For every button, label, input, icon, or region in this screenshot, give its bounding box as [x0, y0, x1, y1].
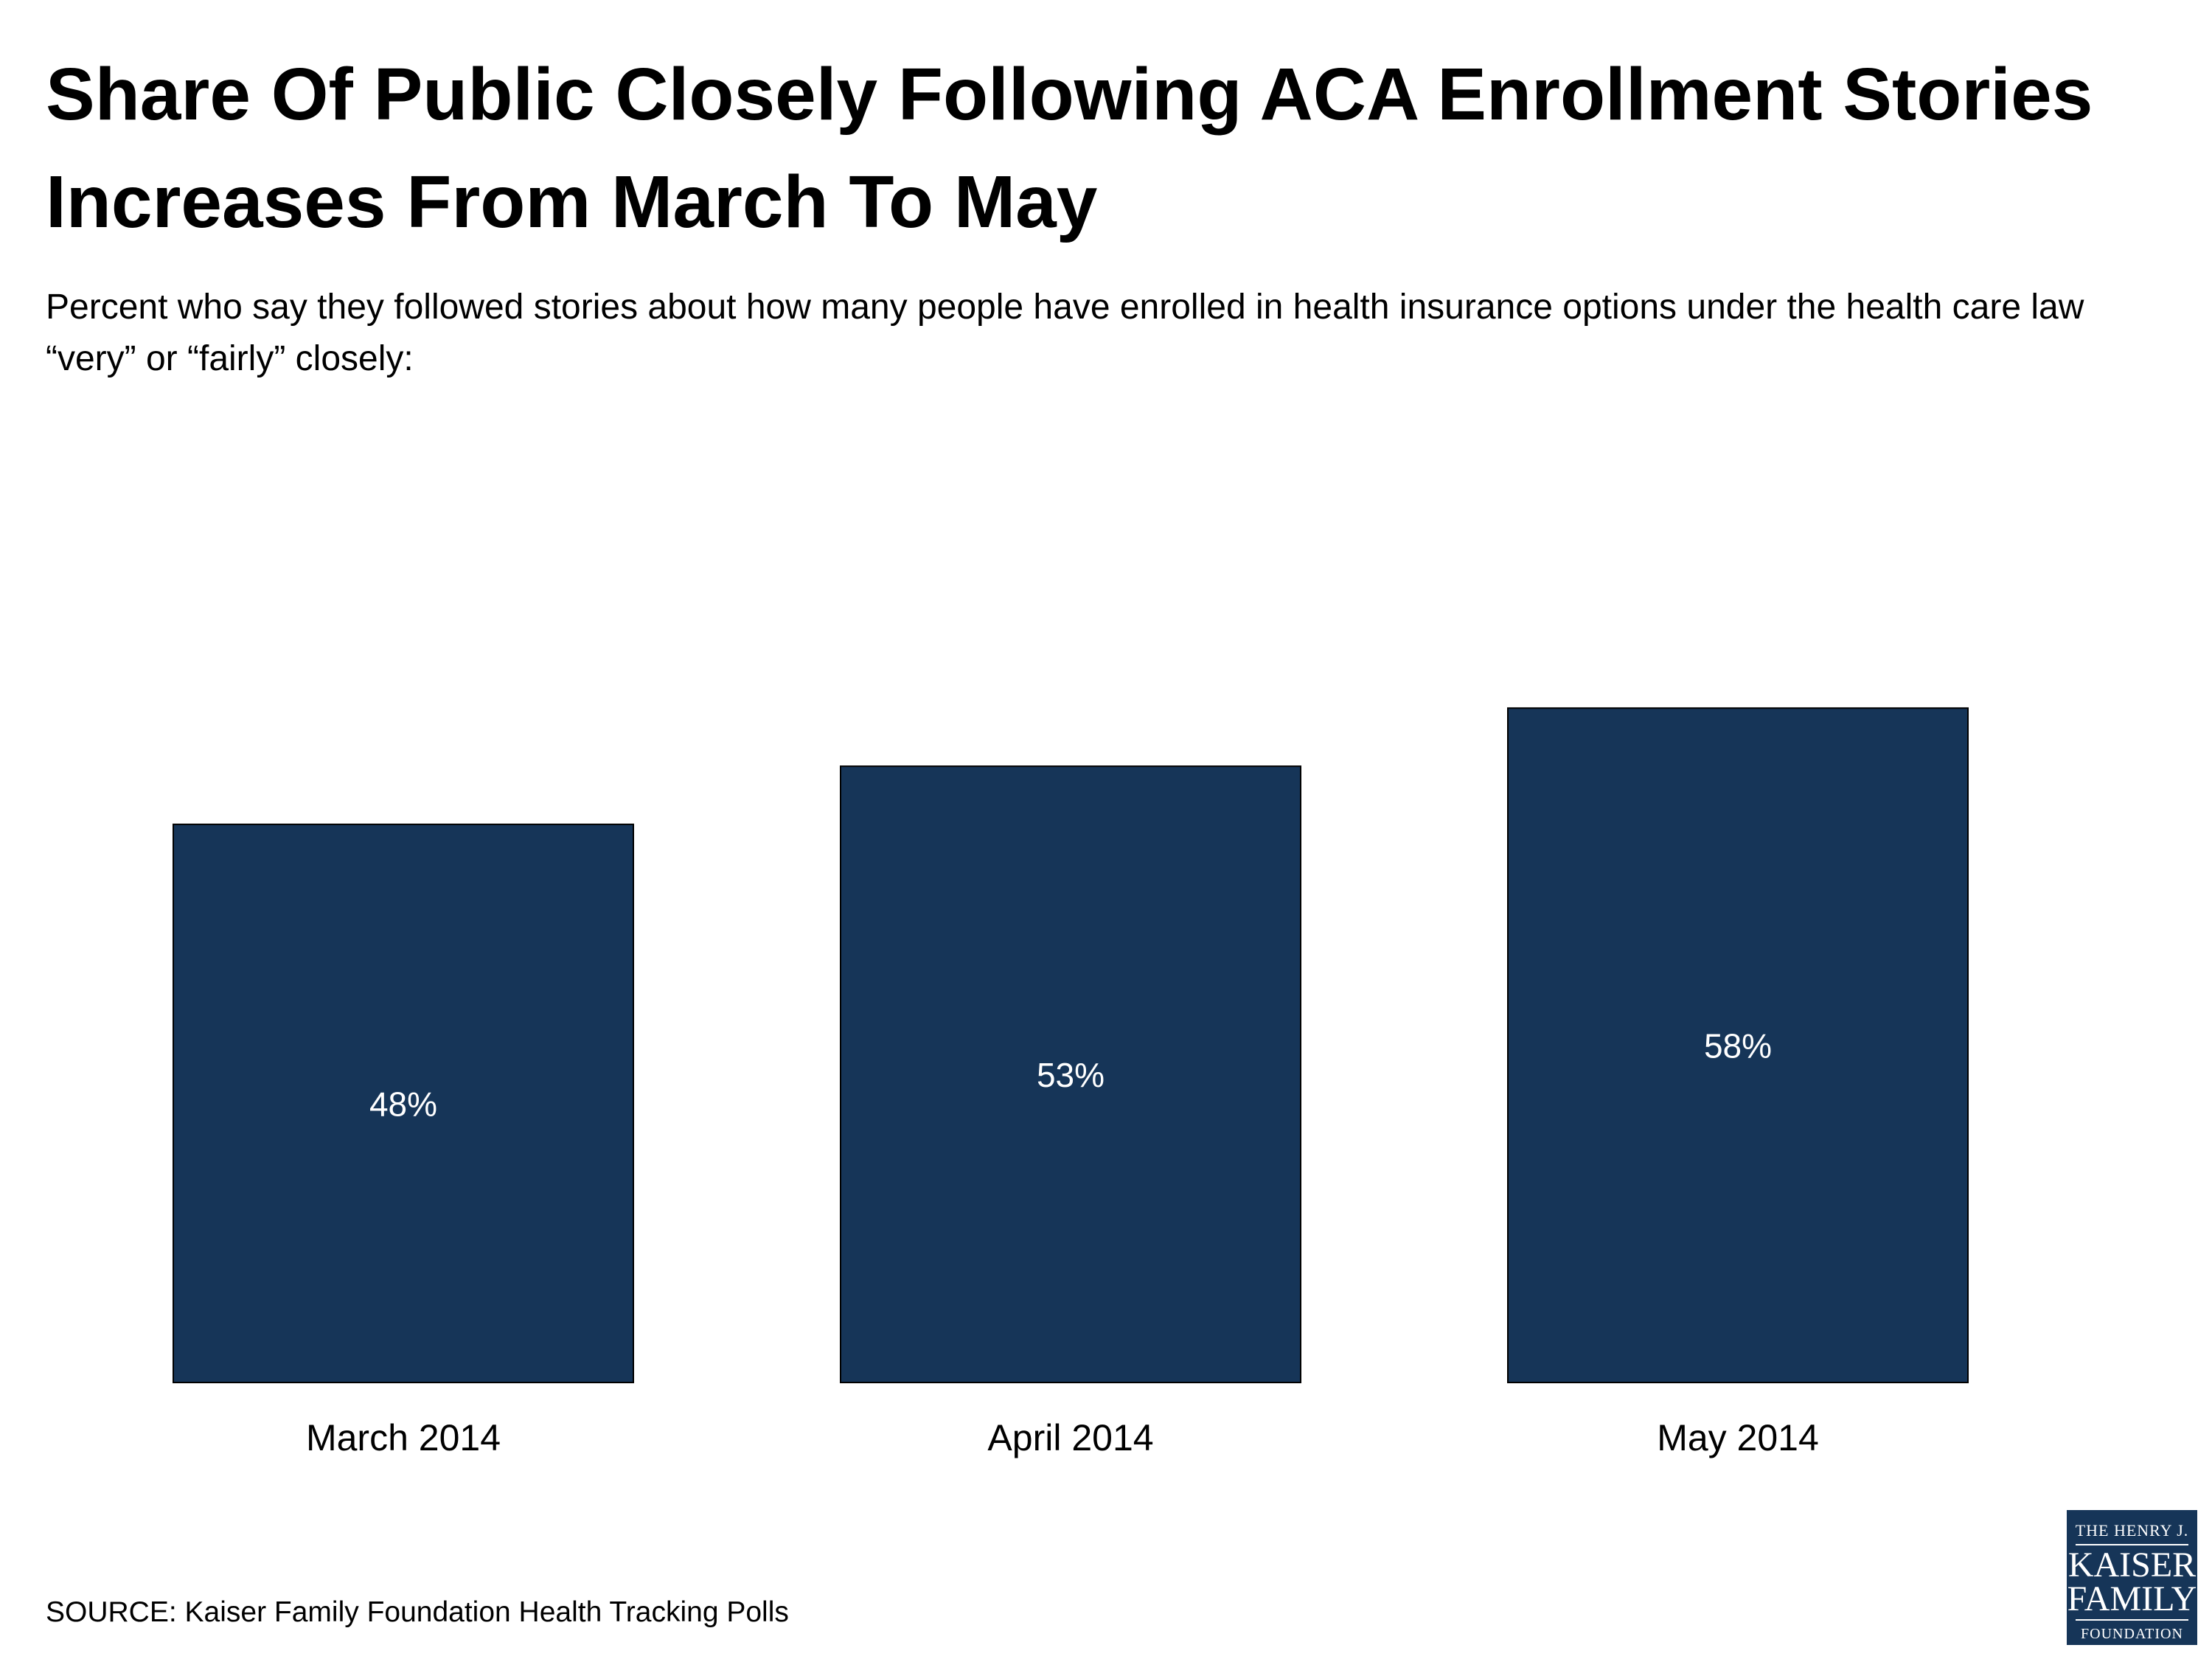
logo-line-3: FAMILY	[2067, 1579, 2197, 1618]
logo-rule-2	[2076, 1619, 2188, 1621]
category-label-1: March 2014	[306, 1417, 501, 1458]
bar-1	[173, 824, 634, 1384]
chart-title: Share Of Public Closely Following ACA En…	[46, 53, 2093, 243]
bar-3	[1507, 707, 1969, 1383]
category-label-3: May 2014	[1657, 1417, 1819, 1458]
logo-line-2: KAISER	[2067, 1545, 2197, 1585]
logo-line-1: THE HENRY J.	[2075, 1521, 2189, 1540]
bar-2	[840, 765, 1301, 1383]
chart-subtitle: Percent who say they followed stories ab…	[46, 288, 2084, 378]
data-label-2: 53%	[1037, 1056, 1105, 1094]
logo-line-4: FOUNDATION	[2081, 1626, 2183, 1642]
source-note: SOURCE: Kaiser Family Foundation Health …	[46, 1596, 789, 1628]
logo-rule	[2076, 1544, 2188, 1545]
category-label-2: April 2014	[987, 1417, 1153, 1458]
kff-logo: THE HENRY J. KAISER FAMILY FOUNDATION	[2067, 1510, 2197, 1645]
data-label-1: 48%	[369, 1085, 437, 1124]
data-label-3: 58%	[1704, 1027, 1772, 1065]
